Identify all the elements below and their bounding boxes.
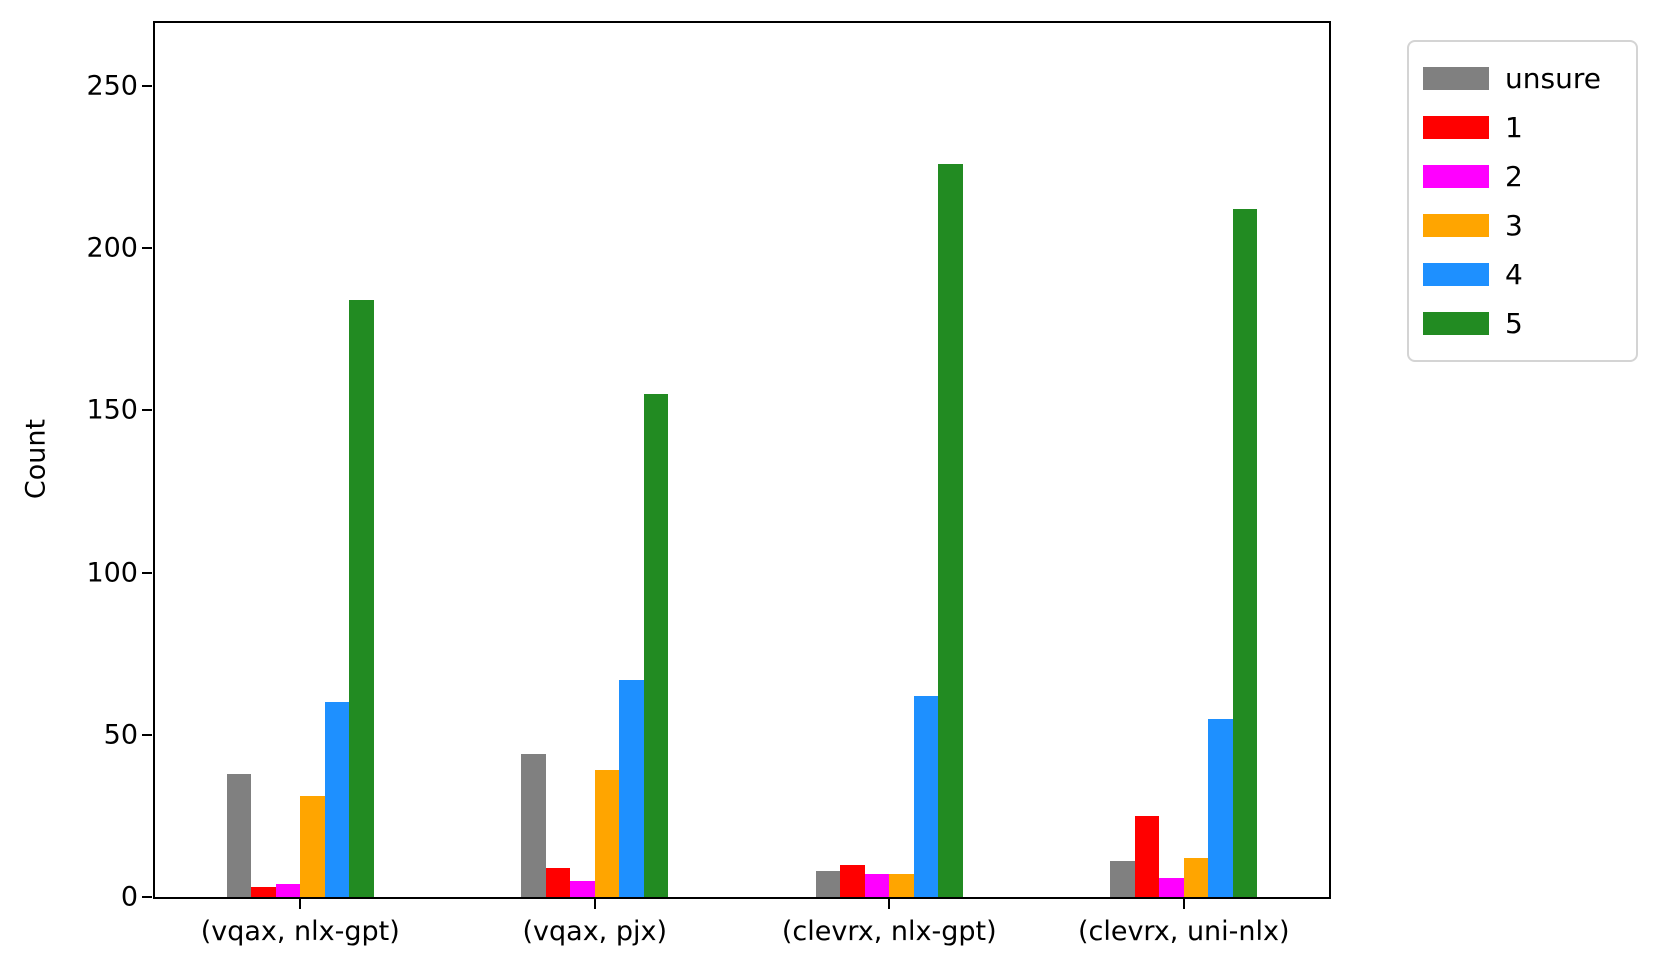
bar-3-4 [1183, 858, 1209, 897]
bar-unsure-3 [815, 871, 841, 897]
x-tick-label: (vqax, nlx-gpt) [200, 916, 400, 947]
legend-label: 5 [1505, 307, 1523, 340]
legend: unsure 1 2 3 4 5 [1407, 40, 1638, 362]
y-tick-mark [142, 247, 152, 250]
y-tick-mark [142, 733, 152, 736]
legend-item-4: 4 [1423, 250, 1622, 299]
bar-4-4 [1208, 718, 1233, 897]
y-tick-mark [142, 571, 152, 574]
y-tick-mark [142, 409, 152, 412]
legend-swatch-2 [1423, 165, 1489, 188]
bar-5-2 [643, 394, 669, 897]
legend-item-1: 1 [1423, 103, 1622, 152]
legend-swatch-5 [1423, 312, 1489, 335]
y-tick-label: 200 [86, 232, 138, 264]
legend-item-5: 5 [1423, 299, 1622, 348]
bar-1-4 [1134, 815, 1160, 897]
legend-label: 3 [1505, 209, 1523, 242]
y-tick-label: 50 [103, 719, 138, 751]
bar-4-2 [619, 679, 644, 897]
x-tick-mark [593, 899, 596, 909]
legend-label: unsure [1505, 62, 1601, 95]
bar-3-1 [300, 796, 325, 897]
legend-swatch-1 [1423, 116, 1489, 139]
plot-area [153, 21, 1331, 899]
legend-swatch-4 [1423, 263, 1489, 286]
bar-5-4 [1232, 209, 1258, 897]
x-tick-label: (clevrx, nlx-gpt) [781, 916, 997, 947]
bar-5-3 [938, 163, 963, 897]
bar-2-3 [864, 874, 890, 897]
bar-2-2 [570, 880, 595, 897]
legend-label: 2 [1505, 160, 1523, 193]
x-tick-mark [299, 899, 302, 909]
bar-3-2 [594, 770, 620, 897]
y-tick-label: 0 [120, 881, 138, 913]
y-tick-label: 150 [86, 394, 138, 426]
y-tick-label: 250 [86, 70, 138, 102]
legend-label: 4 [1505, 258, 1523, 291]
bar-1-3 [840, 864, 865, 897]
legend-swatch-3 [1423, 214, 1489, 237]
bar-2-1 [275, 884, 301, 897]
bar-group-3 [815, 19, 963, 897]
bar-1-1 [251, 887, 276, 897]
bar-2-4 [1159, 877, 1184, 897]
x-tick-mark [1182, 899, 1185, 909]
legend-item-3: 3 [1423, 201, 1622, 250]
legend-item-unsure: unsure [1423, 54, 1622, 103]
bar-3-3 [889, 874, 914, 897]
bar-1-2 [545, 867, 571, 897]
bar-group-1 [226, 19, 374, 897]
legend-item-2: 2 [1423, 152, 1622, 201]
x-tick-mark [888, 899, 891, 909]
legend-swatch-unsure [1423, 67, 1489, 90]
y-axis-label: Count [20, 418, 52, 500]
bar-unsure-4 [1110, 861, 1135, 897]
bar-unsure-2 [521, 754, 546, 897]
bar-5-1 [349, 300, 374, 897]
bar-unsure-1 [226, 773, 252, 897]
bar-group-2 [521, 19, 669, 897]
bar-4-1 [324, 702, 350, 897]
y-tick-mark [142, 896, 152, 898]
bar-group-4 [1110, 19, 1258, 897]
y-tick-mark [142, 84, 152, 87]
y-tick-label: 100 [86, 557, 138, 589]
legend-label: 1 [1505, 111, 1523, 144]
bar-4-3 [913, 695, 939, 897]
x-tick-label: (clevrx, uni-nlx) [1077, 916, 1290, 947]
x-tick-label: (vqax, pjx) [522, 916, 668, 947]
